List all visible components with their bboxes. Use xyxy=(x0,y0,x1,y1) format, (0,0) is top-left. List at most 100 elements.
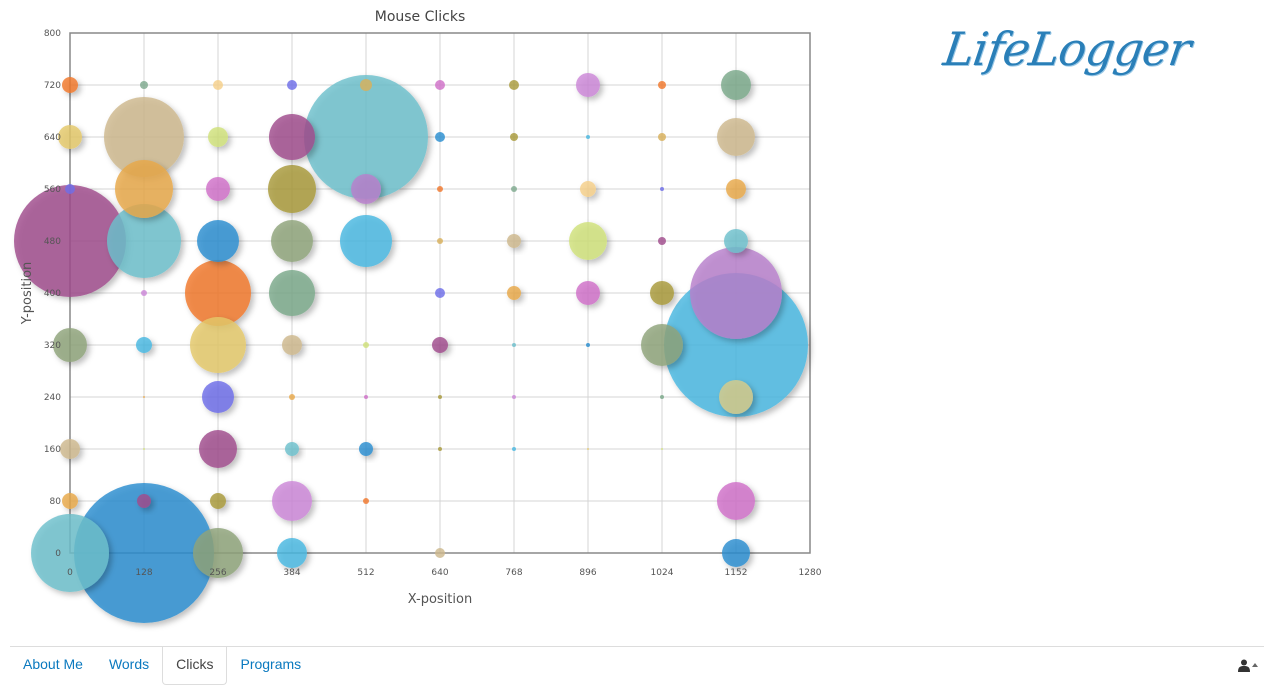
y-tick-label: 400 xyxy=(44,289,61,299)
click-bubble xyxy=(661,448,663,450)
click-bubble xyxy=(569,222,607,260)
click-bubble xyxy=(658,237,666,245)
x-tick-label: 256 xyxy=(209,568,226,578)
tab-about-me[interactable]: About Me xyxy=(23,656,83,672)
click-bubble xyxy=(360,79,372,91)
click-bubble xyxy=(31,514,109,592)
click-bubble xyxy=(435,288,445,298)
x-tick-label: 128 xyxy=(135,568,152,578)
click-bubble xyxy=(208,127,228,147)
click-bubble xyxy=(512,395,516,399)
y-tick-label: 800 xyxy=(44,29,61,39)
click-bubble xyxy=(143,448,145,450)
x-tick-label: 1280 xyxy=(799,568,822,578)
click-bubble xyxy=(53,328,87,362)
click-bubble xyxy=(580,181,596,197)
click-bubble xyxy=(65,184,75,194)
click-bubble xyxy=(363,498,369,504)
click-bubble xyxy=(510,133,518,141)
click-bubble xyxy=(190,317,246,373)
click-bubble xyxy=(587,448,589,450)
x-tick-label: 896 xyxy=(579,568,596,578)
caret-up-icon xyxy=(1252,663,1258,667)
click-bubble xyxy=(143,396,145,398)
tab-clicks[interactable]: Clicks xyxy=(162,647,228,685)
y-tick-label: 560 xyxy=(44,185,61,195)
click-bubble xyxy=(658,133,666,141)
click-bubble xyxy=(340,215,392,267)
click-bubble xyxy=(435,80,445,90)
click-bubble xyxy=(509,80,519,90)
click-bubble xyxy=(660,187,664,191)
bubble-series xyxy=(14,70,808,623)
click-bubble xyxy=(269,270,315,316)
tab-programs[interactable]: Programs xyxy=(240,656,302,672)
click-bubble xyxy=(271,220,313,262)
click-bubble xyxy=(58,125,82,149)
click-bubble xyxy=(717,482,755,520)
click-bubble xyxy=(586,343,590,347)
click-bubble xyxy=(650,281,674,305)
click-bubble xyxy=(359,442,373,456)
mouse-clicks-chart: Mouse Clicks 0 128 256 384 512 640 768 896 1024 1… xyxy=(14,9,822,623)
click-bubble xyxy=(435,548,445,558)
click-bubble xyxy=(282,335,302,355)
x-tick-label: 384 xyxy=(283,568,300,578)
click-bubble xyxy=(202,381,234,413)
click-bubble xyxy=(104,97,184,177)
click-bubble xyxy=(719,380,753,414)
click-bubble xyxy=(641,324,683,366)
click-bubble xyxy=(658,81,666,89)
click-bubble xyxy=(199,430,237,468)
click-bubble xyxy=(74,483,214,623)
x-tick-label: 0 xyxy=(67,568,73,578)
click-bubble xyxy=(213,80,223,90)
click-bubble xyxy=(285,442,299,456)
click-bubble xyxy=(287,80,297,90)
click-bubble xyxy=(197,220,239,262)
click-bubble xyxy=(726,179,746,199)
x-tick-label: 1152 xyxy=(725,568,748,578)
click-bubble xyxy=(351,174,381,204)
click-bubble xyxy=(507,234,521,248)
click-bubble xyxy=(722,539,750,567)
click-bubble xyxy=(586,135,590,139)
click-bubble xyxy=(438,395,442,399)
click-bubble xyxy=(60,439,80,459)
click-bubble xyxy=(432,337,448,353)
click-bubble xyxy=(512,447,516,451)
click-bubble xyxy=(289,394,295,400)
click-bubble xyxy=(364,395,368,399)
tab-words[interactable]: Words xyxy=(108,656,150,672)
bottom-nav-bar: About Me Words Clicks Programs xyxy=(10,646,1264,693)
x-tick-label: 1024 xyxy=(651,568,674,578)
click-bubble xyxy=(717,118,755,156)
lifelogger-logo: LifeLogger xyxy=(940,22,1194,76)
x-tick-label: 512 xyxy=(357,568,374,578)
click-bubble xyxy=(140,81,148,89)
click-bubble xyxy=(268,165,316,213)
y-tick-label: 640 xyxy=(44,133,61,143)
click-bubble xyxy=(136,337,152,353)
user-menu[interactable] xyxy=(1238,659,1258,672)
nav-tabs: About Me Words Clicks Programs xyxy=(10,647,314,685)
click-bubble xyxy=(62,493,78,509)
user-icon xyxy=(1238,659,1250,672)
click-bubble xyxy=(107,204,181,278)
click-bubble xyxy=(363,342,369,348)
y-axis-title: Y-position xyxy=(20,262,35,326)
y-tick-label: 720 xyxy=(44,81,61,91)
click-bubble xyxy=(272,481,312,521)
click-bubble xyxy=(721,70,751,100)
click-bubble xyxy=(435,132,445,142)
x-tick-label: 768 xyxy=(505,568,522,578)
click-bubble xyxy=(507,286,521,300)
click-bubble xyxy=(141,290,147,296)
y-tick-label: 80 xyxy=(50,497,62,507)
click-bubble xyxy=(437,238,443,244)
click-bubble xyxy=(277,538,307,568)
click-bubble xyxy=(724,229,748,253)
y-tick-label: 240 xyxy=(44,393,61,403)
click-bubble xyxy=(437,186,443,192)
x-tick-label: 640 xyxy=(431,568,448,578)
